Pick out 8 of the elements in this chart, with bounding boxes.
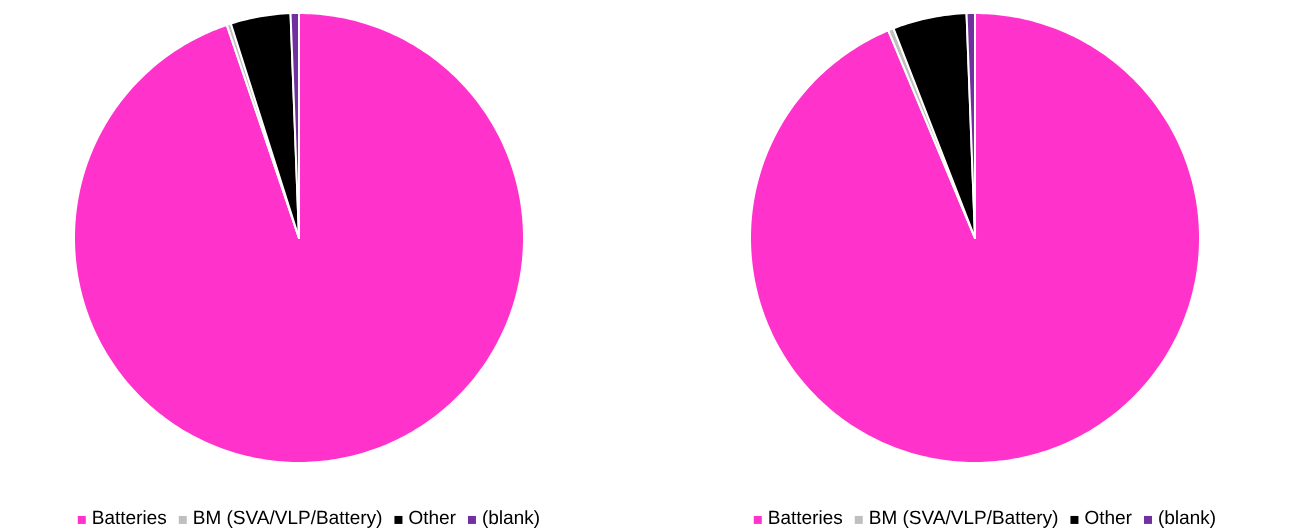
legend-label: BM (SVA/VLP/Battery) [870, 510, 1058, 528]
legend-label: (blank) [1159, 510, 1215, 528]
legend-label: Batteries [93, 510, 167, 525]
legend-label: Other [1085, 510, 1132, 525]
legend-label: Batteries [769, 510, 843, 525]
legend-label: BM (SVA/VLP/Battery) [194, 510, 382, 528]
legend-label: (blank) [483, 510, 539, 528]
legend-label: Other [409, 510, 456, 525]
